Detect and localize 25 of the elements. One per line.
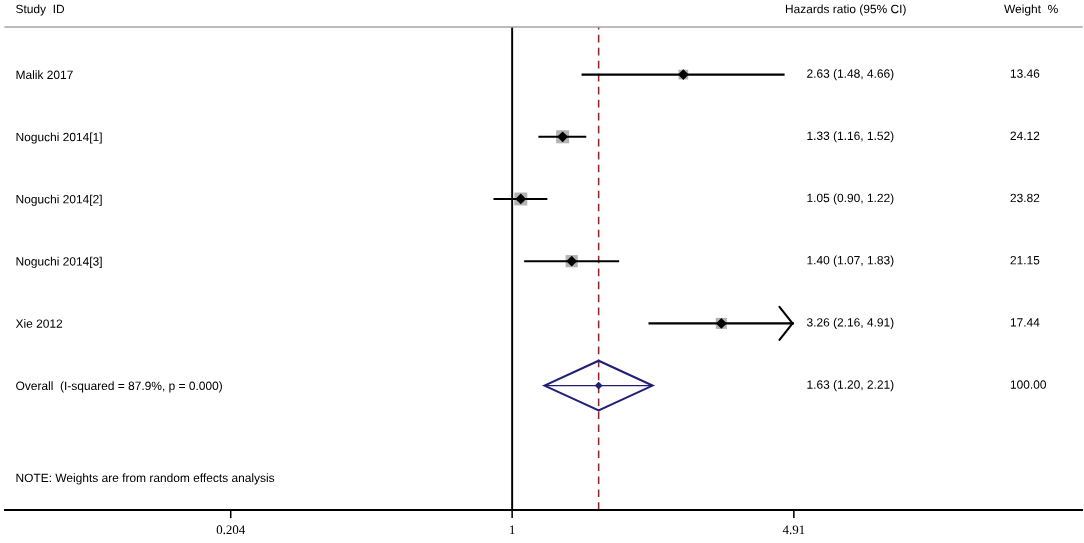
- annotation: 1.33 (1.16, 1.52): [807, 131, 894, 143]
- annotation: 1.63 (1.20, 2.21): [807, 380, 894, 392]
- y-axis-title: Study ID: [16, 4, 65, 16]
- x-tick-label: 4.91: [782, 525, 805, 535]
- annotation: 21.15: [1010, 255, 1040, 265]
- text: Hazards ratio (95% CI): [785, 4, 906, 16]
- y-tick-label: Malik 2017: [16, 70, 73, 80]
- x-tick-label: 0.204: [216, 525, 246, 535]
- annotation: 2.63 (1.48, 4.66): [807, 69, 894, 81]
- text: Weight %: [1004, 4, 1058, 16]
- text: NOTE: Weights are from random effects analysis: [16, 473, 275, 485]
- x-tick-label: 1: [510, 525, 515, 534]
- y-tick-label: Noguchi 2014[1]: [16, 132, 102, 144]
- annotation: 23.82: [1010, 193, 1040, 203]
- annotation: 100.00: [1010, 380, 1047, 389]
- annotation: 1.40 (1.07, 1.83): [807, 255, 894, 267]
- annotation: 13.46: [1010, 69, 1040, 78]
- annotation: 1.05 (0.90, 1.22): [807, 193, 894, 205]
- annotation: 17.44: [1010, 318, 1040, 327]
- y-tick-label: Noguchi 2014[3]: [16, 256, 102, 268]
- y-tick-label: Noguchi 2014[2]: [16, 194, 102, 206]
- y-tick-label: Xie 2012: [15, 319, 63, 328]
- annotation: 24.12: [1010, 131, 1040, 140]
- annotation: 3.26 (2.16, 4.91): [806, 317, 894, 329]
- y-tick-label: Overall (I-squared = 87.9%, p = 0.000): [16, 381, 222, 393]
